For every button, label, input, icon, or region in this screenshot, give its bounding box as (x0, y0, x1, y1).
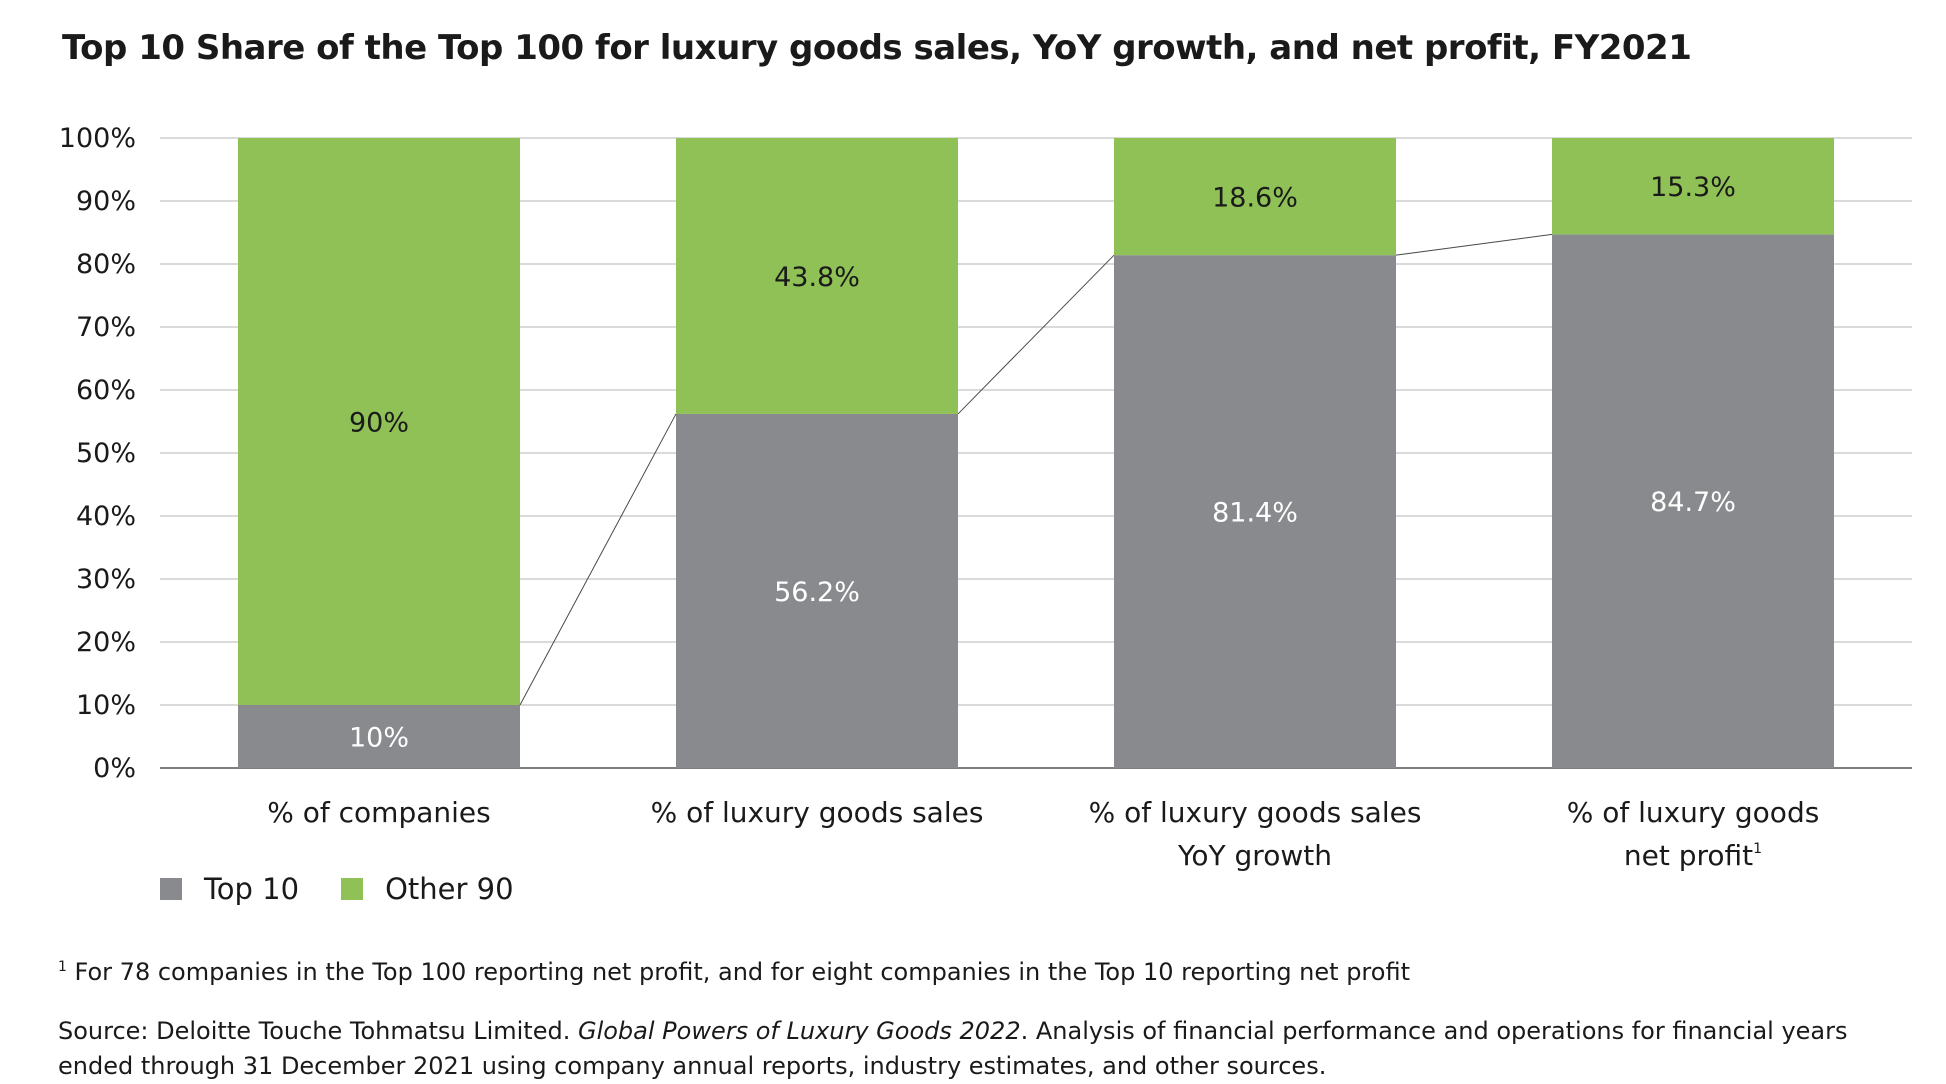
footnote-text: For 78 companies in the Top 100 reportin… (66, 958, 1410, 986)
source-suffix: . Analysis of financial performance and … (58, 1017, 1848, 1080)
bar-other90-0 (238, 138, 520, 705)
x-category-label: % of luxury goods sales (1089, 796, 1422, 829)
connector-line-1 (957, 254, 1115, 415)
y-tick-label: 90% (76, 186, 136, 217)
data-label-other90: 90% (349, 408, 409, 439)
data-label-other90: 15.3% (1650, 172, 1736, 203)
source-publication: Global Powers of Luxury Goods 2022 (577, 1017, 1021, 1045)
bar-top10-2 (1114, 255, 1396, 768)
legend-swatch-other90 (341, 878, 364, 900)
legend-swatch-top10 (160, 878, 182, 900)
data-label-top10: 84.7% (1650, 487, 1736, 518)
legend: Top 10 Other 90 (160, 872, 556, 906)
y-tick-label: 80% (76, 249, 136, 280)
x-category-label: YoY growth (1177, 839, 1332, 872)
legend-label-other90: Other 90 (385, 872, 514, 906)
footnote-mark: 1 (58, 959, 67, 975)
x-category-label: net profit1 (1624, 839, 1762, 872)
category-footnote-mark: 1 (1753, 841, 1762, 857)
connector-line-0 (519, 413, 677, 706)
y-tick-label: 10% (76, 690, 136, 721)
legend-item-top10: Top 10 (160, 872, 299, 906)
y-tick-label: 0% (93, 753, 136, 784)
x-category-label: % of luxury goods sales (651, 796, 984, 829)
bar-other90-3 (1552, 138, 1834, 235)
stacked-bar-chart: 0% 10% 20% 30% 40% 50% 60% 70% 80% 90% 100% 10% 90%%… (59, 123, 1912, 872)
y-tick-label: 40% (76, 501, 136, 532)
legend-item-other90: Other 90 (341, 872, 514, 906)
y-tick-label: 100% (59, 123, 136, 154)
data-label-other90: 43.8% (774, 262, 860, 293)
y-tick-label: 70% (76, 312, 136, 343)
y-tick-label: 60% (76, 375, 136, 406)
x-category-label: % of companies (267, 796, 490, 829)
source-note: Source: Deloitte Touche Tohmatsu Limited… (58, 1014, 1858, 1084)
bar-other90-2 (1114, 138, 1396, 256)
bar-top10-0 (238, 705, 520, 768)
bar-top10-1 (676, 413, 958, 768)
legend-label-top10: Top 10 (204, 872, 300, 906)
footnote: 1 For 78 companies in the Top 100 report… (58, 958, 1410, 986)
bar-top10-3 (1552, 234, 1834, 768)
source-prefix: Source: Deloitte Touche Tohmatsu Limited… (58, 1017, 578, 1045)
y-tick-label: 50% (76, 438, 136, 469)
data-label-other90: 18.6% (1212, 183, 1298, 214)
y-tick-label: 30% (76, 564, 136, 595)
y-tick-label: 20% (76, 627, 136, 658)
x-category-label: % of luxury goods (1567, 796, 1820, 829)
connector-line-2 (1395, 233, 1553, 256)
bar-other90-1 (676, 138, 958, 414)
chart-title: Top 10 Share of the Top 100 for luxury g… (62, 28, 1692, 68)
data-label-top10: 81.4% (1212, 498, 1298, 529)
data-label-top10: 10% (349, 723, 409, 754)
data-label-top10: 56.2% (774, 577, 860, 608)
